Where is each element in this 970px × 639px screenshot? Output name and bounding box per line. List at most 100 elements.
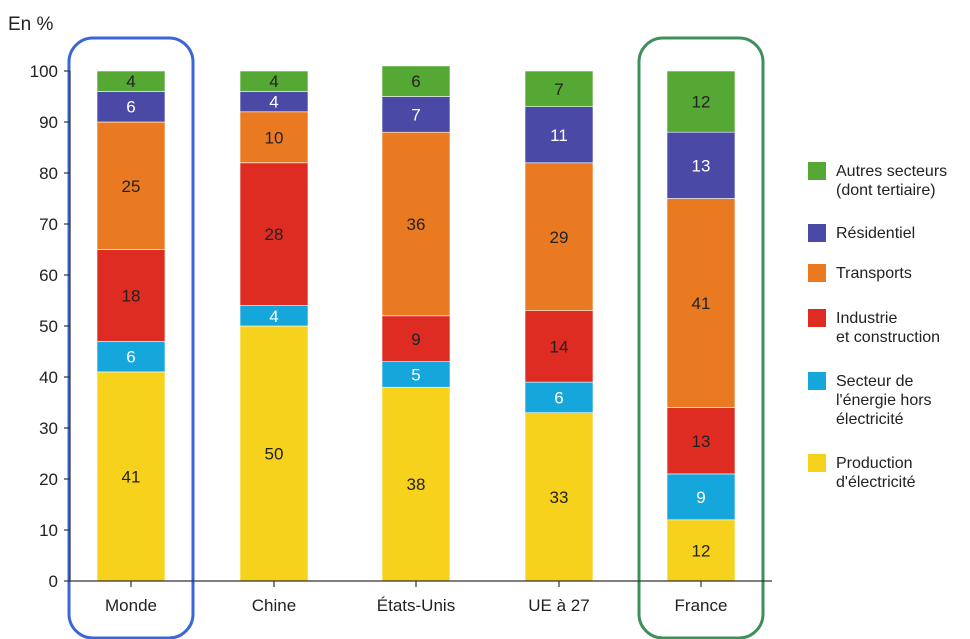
data-label: 41 [692, 294, 711, 313]
data-label: 13 [692, 156, 711, 175]
bar-segment [381, 386, 451, 582]
legend-label: Résidentiel [836, 225, 915, 242]
bar-segment [239, 162, 309, 306]
legend-item: Secteur de l'énergie hors électricité [808, 372, 932, 428]
y-tick-label: 70 [39, 215, 58, 234]
data-label: 12 [692, 541, 711, 560]
bar-segment [96, 121, 166, 250]
bar-segment [239, 70, 309, 92]
x-axis: Monde Chine États-Unis UE à 27 France [70, 580, 772, 615]
data-label: 4 [269, 72, 278, 91]
data-label: 50 [265, 445, 284, 464]
data-label: 10 [265, 128, 284, 147]
y-tick-label: 90 [39, 113, 58, 132]
bar-stack: 12 9 13 41 13 12 [666, 70, 736, 582]
data-label: 7 [554, 80, 563, 99]
bar-segment [96, 91, 166, 123]
bar-segment [666, 70, 736, 133]
bar-segment [666, 131, 736, 199]
data-label: 6 [554, 388, 563, 407]
legend-label: Autres secteurs [836, 163, 947, 180]
y-tick-label: 10 [39, 521, 58, 540]
highlight-frames [67, 36, 765, 639]
bar-stack: 50 4 28 10 4 4 [239, 70, 309, 582]
highlight-frame [637, 36, 765, 639]
data-label: 18 [122, 286, 141, 305]
bar-segment [524, 310, 594, 383]
legend-label: et construction [836, 329, 940, 346]
data-label: 4 [126, 72, 135, 91]
data-label: 38 [407, 475, 426, 494]
y-tick-label: 30 [39, 419, 58, 438]
bar-segment [524, 412, 594, 582]
x-tick-label: Monde [105, 596, 157, 615]
bar-segment [666, 473, 736, 521]
y-tick-label: 50 [39, 317, 58, 336]
data-label: 25 [122, 177, 141, 196]
data-label: 4 [269, 93, 278, 112]
data-label: 29 [550, 228, 569, 247]
data-label: 7 [411, 105, 420, 124]
legend-item: Résidentiel [808, 224, 915, 242]
y-tick-label: 100 [30, 62, 58, 81]
bar-segment [666, 407, 736, 475]
legend-item: Transports [808, 264, 912, 282]
bar-segment [666, 198, 736, 408]
bar-segment [524, 381, 594, 414]
bar-stack: 41 6 18 25 6 4 [96, 70, 166, 582]
x-tick-label: France [675, 596, 728, 615]
bars-group: 4161825645042810443859367633614291171291… [96, 65, 736, 582]
legend-swatch [808, 162, 826, 180]
y-axis: 0 10 20 30 40 50 60 70 80 90 100 [30, 62, 71, 591]
legend-label: électricité [836, 411, 904, 428]
bar-segment [96, 249, 166, 342]
data-label: 12 [692, 93, 711, 112]
legend-label: d'électricité [836, 474, 916, 491]
y-tick-label: 40 [39, 368, 58, 387]
legend-item: Industrie et construction [808, 309, 940, 346]
data-label: 6 [411, 72, 420, 91]
data-label: 36 [407, 215, 426, 234]
bar-segment [524, 106, 594, 164]
legend-label: Secteur de [836, 373, 913, 390]
y-tick-label: 60 [39, 266, 58, 285]
data-label: 33 [550, 488, 569, 507]
legend-label: Industrie [836, 310, 897, 327]
bar-segment [381, 96, 451, 133]
bar-segment [381, 131, 451, 317]
legend-label: Production [836, 455, 913, 472]
data-label: 28 [265, 225, 284, 244]
legend-swatch [808, 454, 826, 472]
y-tick-label: 0 [49, 572, 58, 591]
legend-item: Autres secteurs (dont tertiaire) [808, 162, 947, 199]
legend-swatch [808, 264, 826, 282]
x-tick-label: Chine [252, 596, 296, 615]
data-label: 4 [269, 307, 278, 326]
legend-item: Production d'électricité [808, 454, 916, 491]
data-label: 13 [692, 432, 711, 451]
legend-swatch [808, 372, 826, 390]
y-tick-label: 20 [39, 470, 58, 489]
bar-segment [381, 65, 451, 97]
data-label: 5 [411, 365, 420, 384]
data-label: 9 [411, 330, 420, 349]
x-tick-label: États-Unis [377, 596, 455, 615]
data-label: 6 [126, 98, 135, 117]
y-tick-label: 80 [39, 164, 58, 183]
data-label: 6 [126, 348, 135, 367]
bar-segment [381, 315, 451, 362]
x-tick-label: UE à 27 [528, 596, 589, 615]
legend-label: Transports [836, 265, 912, 282]
bar-stack: 38 5 9 36 7 6 [381, 65, 451, 582]
bar-segment [96, 70, 166, 92]
data-label: 9 [696, 488, 705, 507]
data-label: 11 [550, 126, 568, 145]
legend-label: (dont tertiaire) [836, 182, 936, 199]
highlight-frame [67, 36, 195, 639]
bar-segment [524, 70, 594, 108]
bar-segment [524, 162, 594, 311]
bar-segment [96, 371, 166, 582]
legend-label: l'énergie hors [836, 392, 932, 409]
bar-stack: 33 6 14 29 11 7 [524, 70, 594, 582]
